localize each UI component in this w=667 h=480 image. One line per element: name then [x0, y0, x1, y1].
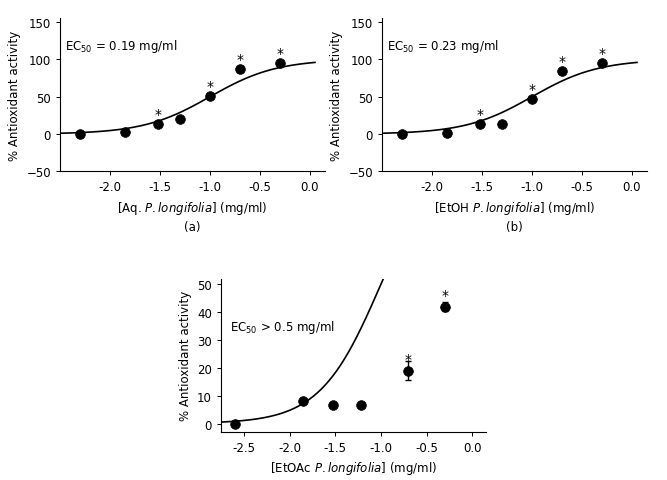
Text: *: *	[276, 47, 283, 61]
Text: *: *	[442, 288, 448, 302]
Text: (a): (a)	[184, 221, 201, 234]
Text: (b): (b)	[506, 221, 523, 234]
X-axis label: [Aq. $\it{P. longifolia}$] (mg/ml): [Aq. $\it{P. longifolia}$] (mg/ml)	[117, 200, 267, 216]
Text: EC$_{50}$ = 0.23 mg/ml: EC$_{50}$ = 0.23 mg/ml	[387, 38, 499, 55]
X-axis label: [EtOH $\it{P. longifolia}$] (mg/ml): [EtOH $\it{P. longifolia}$] (mg/ml)	[434, 200, 595, 216]
Text: *: *	[598, 47, 606, 61]
Y-axis label: % Antioxidant activity: % Antioxidant activity	[179, 290, 191, 420]
Text: *: *	[237, 53, 243, 67]
Text: *: *	[207, 80, 213, 94]
Text: EC$_{50}$ = 0.19 mg/ml: EC$_{50}$ = 0.19 mg/ml	[65, 38, 177, 55]
Y-axis label: % Antioxidant activity: % Antioxidant activity	[330, 31, 343, 161]
Text: *: *	[528, 83, 536, 97]
Text: *: *	[405, 352, 412, 366]
Text: EC$_{50}$ > 0.5 mg/ml: EC$_{50}$ > 0.5 mg/ml	[230, 318, 335, 335]
Text: *: *	[559, 54, 566, 69]
Y-axis label: % Antioxidant activity: % Antioxidant activity	[8, 31, 21, 161]
Text: *: *	[154, 108, 161, 121]
X-axis label: [EtOAc $\it{P. longifolia}$] (mg/ml): [EtOAc $\it{P. longifolia}$] (mg/ml)	[270, 459, 437, 477]
Text: *: *	[476, 108, 484, 121]
